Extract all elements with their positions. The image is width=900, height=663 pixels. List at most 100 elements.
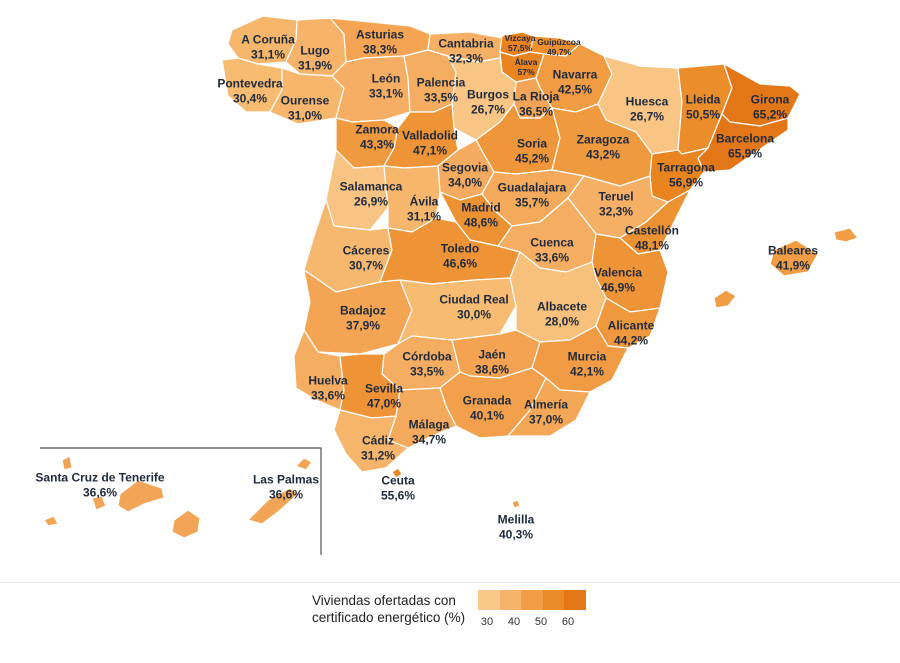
province-label-vizcaya: Vizcaya 57,5% <box>504 33 535 54</box>
province-value: 26,9% <box>353 194 389 208</box>
province-value: 57,5% <box>507 43 533 53</box>
canary-inset-border <box>40 447 322 555</box>
province-value: 46,9% <box>600 280 636 294</box>
province-label-a-coruna: A Coruña 31,1% <box>241 32 295 61</box>
legend-divider <box>0 582 900 583</box>
province-name: Burgos <box>467 87 509 102</box>
province-label-huelva: Huelva 33,6% <box>308 373 347 402</box>
province-name: Murcia <box>567 349 607 364</box>
province-label-alava: Álava 57% <box>514 57 538 78</box>
province-name: Jaén <box>478 347 506 362</box>
province-name: Cantabria <box>438 36 494 51</box>
province-value: 65,9% <box>727 146 763 160</box>
province-label-caceres: Cáceres 30,7% <box>343 243 390 272</box>
province-value: 49,7% <box>546 47 572 57</box>
province-name: Cádiz <box>361 433 394 448</box>
legend-tick: 60 <box>561 616 575 628</box>
province-value: 36,6% <box>268 487 304 501</box>
province-value: 46,6% <box>442 256 478 270</box>
legend-color-step <box>564 590 586 610</box>
province-label-lleida: Lleida 50,5% <box>686 92 721 121</box>
province-name: Melilla <box>497 512 535 527</box>
province-shape-melilla <box>511 499 521 509</box>
province-name: Córdoba <box>402 349 452 364</box>
province-name: Asturias <box>355 27 405 42</box>
province-name: Barcelona <box>715 131 775 146</box>
province-name: Toledo <box>440 241 480 256</box>
province-value: 36,5% <box>518 104 554 118</box>
province-name: Alicante <box>607 318 655 333</box>
province-value: 34,0% <box>447 175 483 189</box>
province-value: 33,6% <box>310 388 346 402</box>
province-label-alicante: Alicante 44,2% <box>608 318 655 347</box>
province-label-cantabria: Cantabria 32,3% <box>438 36 493 65</box>
province-value: 32,3% <box>448 51 484 65</box>
province-name: Baleares <box>767 243 819 258</box>
legend-tick: 30 <box>480 616 494 628</box>
province-name: Zamora <box>355 122 399 137</box>
province-label-teruel: Teruel 32,3% <box>598 189 633 218</box>
province-label-almeria: Almería 37,0% <box>524 397 568 426</box>
province-label-guipuzcoa: Guipúzcoa 49,7% <box>537 37 581 58</box>
province-value: 33,5% <box>409 364 445 378</box>
province-value: 56,9% <box>668 175 704 189</box>
province-shape-almeria <box>507 377 591 437</box>
province-label-santa-cruz-de-tenerife: Santa Cruz de Tenerife 36,6% <box>35 470 164 499</box>
province-value: 55,6% <box>380 488 416 502</box>
province-value: 43,2% <box>585 147 621 161</box>
province-value: 43,3% <box>359 137 395 151</box>
province-value: 31,0% <box>287 108 323 122</box>
legend-title-line2: certificado energético (%) <box>312 609 466 625</box>
province-label-cuenca: Cuenca 33,6% <box>530 235 573 264</box>
province-value: 38,3% <box>362 42 398 56</box>
province-name: Teruel <box>598 189 634 204</box>
province-name: Guipúzcoa <box>537 37 581 48</box>
legend-color-step <box>478 590 500 610</box>
legend-color-step <box>542 590 565 610</box>
province-name: Álava <box>514 57 538 68</box>
province-label-guadalajara: Guadalajara 35,7% <box>498 180 567 209</box>
color-legend: Viviendas ofertadas con certificado ener… <box>0 585 900 663</box>
province-value: 32,3% <box>598 204 634 218</box>
province-value: 35,7% <box>514 195 550 209</box>
legend-title: Viviendas ofertadas con certificado ener… <box>312 593 465 627</box>
legend-tick: 50 <box>534 616 548 628</box>
province-name: Castellón <box>624 223 680 238</box>
province-value: 44,2% <box>613 333 649 347</box>
province-label-avila: Ávila 31,1% <box>407 194 441 223</box>
province-value: 30,4% <box>232 91 268 105</box>
province-label-tarragona: Tarragona 56,9% <box>657 160 715 189</box>
province-value: 26,7% <box>470 102 506 116</box>
province-label-burgos: Burgos 26,7% <box>467 87 509 116</box>
province-value: 37,0% <box>528 412 564 426</box>
province-name: Zaragoza <box>576 132 630 147</box>
province-label-madrid: Madrid 48,6% <box>461 200 500 229</box>
legend-tick: 40 <box>507 616 521 628</box>
province-label-albacete: Albacete 28,0% <box>537 299 587 328</box>
province-label-salamanca: Salamanca 26,9% <box>340 179 403 208</box>
province-value: 31,2% <box>360 448 396 462</box>
province-name: Palencia <box>416 75 466 90</box>
province-name: Madrid <box>461 200 501 215</box>
province-value: 37,9% <box>345 318 381 332</box>
province-value: 26,7% <box>629 109 665 123</box>
province-name: Santa Cruz de Tenerife <box>35 470 165 485</box>
province-value: 48,1% <box>634 238 670 252</box>
province-name: Albacete <box>536 299 588 314</box>
province-value: 57% <box>517 67 535 77</box>
legend-color-step <box>499 590 522 610</box>
province-name: Cuenca <box>530 235 574 250</box>
province-label-pontevedra: Pontevedra 30,4% <box>217 76 282 105</box>
province-label-asturias: Asturias 38,3% <box>356 27 404 56</box>
province-shape-cadiz <box>333 409 409 473</box>
province-label-badajoz: Badajoz 37,9% <box>340 303 386 332</box>
province-label-castellon: Castellón 48,1% <box>625 223 679 252</box>
province-name: Cáceres <box>342 243 390 258</box>
province-name: Ceuta <box>381 473 415 488</box>
province-name: Almería <box>523 397 569 412</box>
province-label-malaga: Málaga 34,7% <box>409 417 450 446</box>
province-name: Tarragona <box>657 160 715 175</box>
legend-title-line1: Viviendas ofertadas con <box>312 593 456 608</box>
province-name: Salamanca <box>339 179 403 194</box>
